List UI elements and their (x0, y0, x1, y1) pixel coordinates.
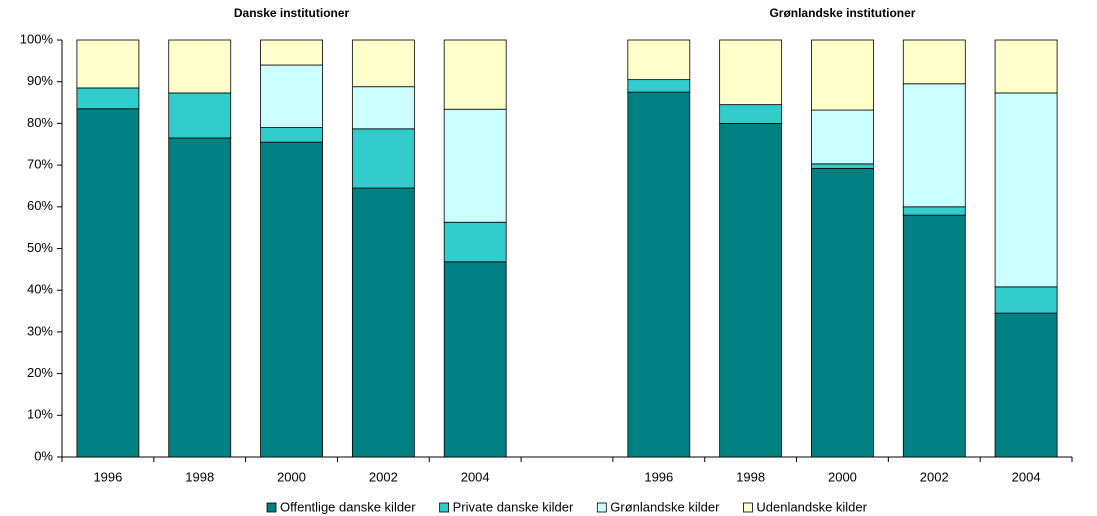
bar-segment (902, 39, 966, 85)
bar-segment (994, 312, 1058, 458)
legend-swatch (743, 502, 753, 513)
x-tick-label: 1996 (644, 469, 673, 484)
bar-segment (811, 39, 874, 111)
bar-segment (260, 141, 323, 458)
bar-segment (260, 39, 323, 66)
x-tick-label: 1996 (93, 469, 122, 484)
x-tick-label: 1998 (736, 469, 765, 484)
bar-segment (811, 163, 874, 169)
y-tick-label: 60% (27, 198, 53, 213)
x-tick-label: 2000 (828, 469, 857, 484)
y-tick-label: 20% (27, 365, 53, 380)
legend-swatch (266, 502, 277, 513)
bar-segment (443, 108, 507, 223)
y-tick-label: 0% (34, 448, 53, 463)
group-title: Danske institutioner (234, 6, 350, 20)
bar-segment (811, 109, 874, 165)
legend-label: Grønlandske kilder (610, 499, 720, 514)
x-tick-label: 2004 (461, 469, 490, 484)
bar-segment (719, 123, 783, 458)
bar-segment (168, 137, 232, 458)
bar-segment (627, 79, 691, 93)
bar-segment (351, 39, 415, 88)
bar-segment (719, 104, 783, 124)
y-tick-label: 70% (27, 157, 53, 172)
y-tick-label: 100% (20, 31, 54, 46)
x-tick-label: 2004 (1012, 469, 1041, 484)
bar-segment (811, 168, 874, 458)
y-tick-label: 10% (27, 407, 53, 422)
bar-segment (627, 39, 691, 81)
x-tick-label: 2002 (920, 469, 949, 484)
y-tick-label: 30% (27, 323, 53, 338)
y-tick-label: 40% (27, 282, 53, 297)
bar-segment (168, 92, 232, 139)
legend-label: Private danske kilder (453, 499, 574, 514)
bar-segment (168, 39, 232, 94)
bar-segment (902, 206, 966, 216)
bar-segment (902, 83, 966, 208)
legend-swatch (596, 502, 607, 513)
bar-segment (351, 187, 415, 458)
x-tick-label: 2000 (277, 469, 306, 484)
bar-segment (443, 39, 507, 110)
y-tick-label: 80% (27, 115, 53, 130)
y-tick-label: 90% (27, 73, 53, 88)
bar-segment (994, 39, 1058, 94)
bar-segment (76, 108, 140, 458)
bar-segment (76, 39, 140, 89)
group-title: Grønlandske institutioner (769, 6, 915, 20)
x-tick-label: 2002 (369, 469, 398, 484)
bar-segment (902, 214, 966, 458)
legend-swatch (439, 502, 450, 513)
bar-segment (76, 87, 140, 110)
legend-label: Udenlandske kilder (756, 499, 867, 514)
bar-segment (627, 91, 691, 458)
legend-label: Offentlige danske kilder (280, 499, 416, 514)
bar-segment (443, 221, 507, 263)
bar-segment (351, 128, 415, 189)
bar-segment (443, 261, 507, 458)
bar-segment (351, 86, 415, 130)
bar-segment (260, 64, 323, 128)
x-tick-label: 1998 (185, 469, 214, 484)
y-tick-label: 50% (27, 240, 53, 255)
bar-segment (719, 39, 783, 106)
bar-segment (994, 92, 1058, 288)
bar-segment (994, 286, 1058, 314)
bar-segment (260, 127, 323, 143)
